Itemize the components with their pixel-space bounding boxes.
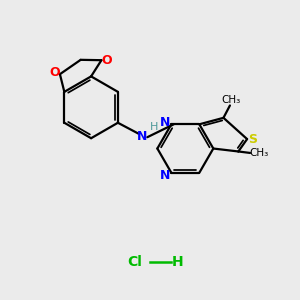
Text: H: H: [172, 255, 184, 269]
Text: CH₃: CH₃: [221, 95, 240, 105]
Text: Cl: Cl: [127, 255, 142, 269]
Text: N: N: [137, 130, 147, 142]
Text: S: S: [248, 133, 257, 146]
Text: CH₃: CH₃: [249, 148, 268, 158]
Text: N: N: [160, 169, 170, 182]
Text: N: N: [160, 116, 170, 129]
Text: O: O: [101, 54, 112, 67]
Text: H: H: [150, 122, 159, 132]
Text: O: O: [49, 66, 60, 79]
